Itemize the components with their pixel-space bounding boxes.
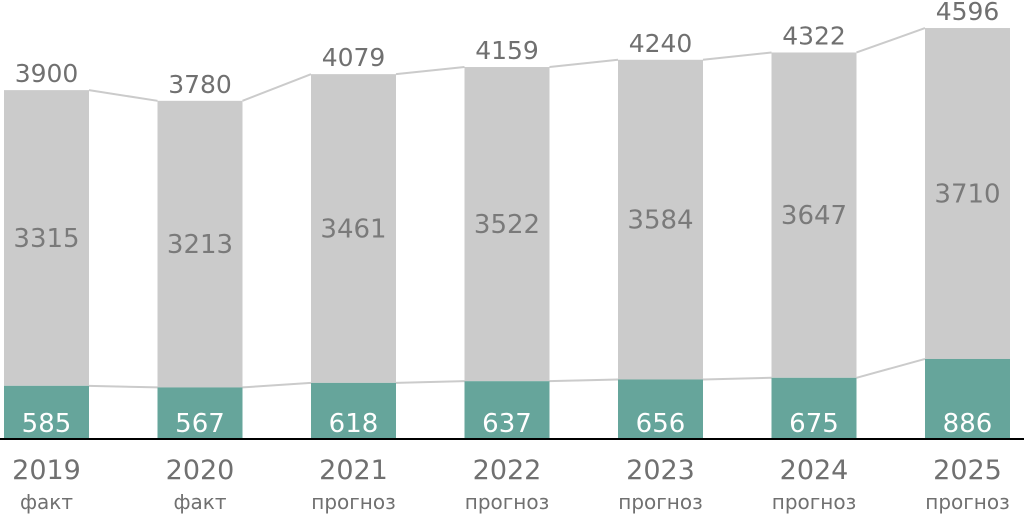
x-tick-sublabel: прогноз bbox=[618, 490, 702, 514]
lower-connector-line bbox=[856, 358, 926, 379]
upper-segment-label: 3213 bbox=[167, 230, 233, 260]
bars bbox=[4, 28, 1010, 438]
lower-segment-label: 585 bbox=[22, 409, 72, 439]
bar-lower-segment bbox=[311, 382, 396, 438]
lower-connector-line bbox=[395, 380, 465, 384]
lower-segment-label: 656 bbox=[636, 409, 686, 439]
bar-upper-segment bbox=[464, 67, 550, 382]
x-tick-label: 2024 bbox=[780, 455, 849, 486]
total-connector-line bbox=[702, 51, 772, 61]
x-axis-labels: 2019 факт 2020 факт 2021 прогноз 2022 прогноз 20… bbox=[12, 455, 1010, 514]
total-label: 4596 bbox=[936, 0, 1000, 26]
bar-upper-segment bbox=[311, 74, 396, 383]
bar-lower-segment bbox=[464, 381, 550, 438]
lower-connector-line bbox=[702, 376, 772, 381]
lower-segment-label: 567 bbox=[175, 409, 225, 439]
lower-segment-label: 618 bbox=[329, 409, 379, 439]
total-label: 4240 bbox=[629, 29, 693, 58]
x-tick-label: 2020 bbox=[166, 455, 235, 486]
x-tick-sublabel: прогноз bbox=[772, 490, 856, 514]
total-label: 3900 bbox=[15, 59, 79, 88]
total-label: 4322 bbox=[782, 21, 846, 50]
x-tick-sublabel: прогноз bbox=[311, 490, 395, 514]
x-tick-label: 2023 bbox=[626, 455, 695, 486]
total-label: 4159 bbox=[475, 36, 539, 65]
bar-lower-segment bbox=[925, 358, 1010, 438]
x-tick-sublabel: факт bbox=[20, 490, 73, 514]
total-connector-line bbox=[88, 89, 158, 102]
lower-connector-line bbox=[88, 384, 158, 389]
bar-upper-segment bbox=[157, 100, 243, 388]
upper-segment-label: 3710 bbox=[934, 180, 1000, 210]
bar-upper-segment bbox=[4, 90, 89, 386]
total-label: 3780 bbox=[168, 70, 232, 99]
x-tick-sublabel: прогноз bbox=[925, 490, 1009, 514]
lower-segment-label: 886 bbox=[943, 409, 993, 439]
bar-lower-segment bbox=[771, 377, 857, 438]
upper-segment-label: 3461 bbox=[320, 215, 386, 245]
bar-upper-segment bbox=[771, 52, 857, 378]
lower-connector-line bbox=[242, 381, 312, 389]
x-tick-label: 2025 bbox=[933, 455, 1002, 486]
bar-upper-segment bbox=[925, 28, 1010, 359]
x-tick-label: 2019 bbox=[12, 455, 81, 486]
x-tick-sublabel: факт bbox=[173, 490, 226, 514]
total-label: 4079 bbox=[322, 43, 386, 72]
x-tick-label: 2021 bbox=[319, 455, 388, 486]
total-connector-line bbox=[395, 66, 465, 76]
lower-segment-label: 637 bbox=[482, 409, 532, 439]
lower-connector-line bbox=[549, 378, 619, 383]
x-tick-sublabel: прогноз bbox=[465, 490, 549, 514]
connector-lines bbox=[88, 27, 926, 389]
total-connector-line bbox=[242, 73, 312, 102]
total-connector-line bbox=[856, 27, 926, 54]
upper-segment-label: 3584 bbox=[627, 206, 693, 236]
lower-segment-label: 675 bbox=[789, 409, 839, 439]
total-connector-line bbox=[549, 58, 619, 69]
upper-segment-label: 3522 bbox=[474, 210, 540, 240]
bar-lower-segment bbox=[157, 387, 243, 438]
x-tick-label: 2022 bbox=[473, 455, 542, 486]
data-labels: 3900 3315 585 3780 3213 567 4079 3461 618 4159 352… bbox=[13, 0, 1000, 439]
bar-lower-segment bbox=[618, 379, 703, 438]
upper-segment-label: 3647 bbox=[781, 201, 847, 231]
bar-lower-segment bbox=[4, 385, 89, 438]
bar-upper-segment bbox=[618, 59, 703, 380]
upper-segment-label: 3315 bbox=[13, 224, 79, 254]
